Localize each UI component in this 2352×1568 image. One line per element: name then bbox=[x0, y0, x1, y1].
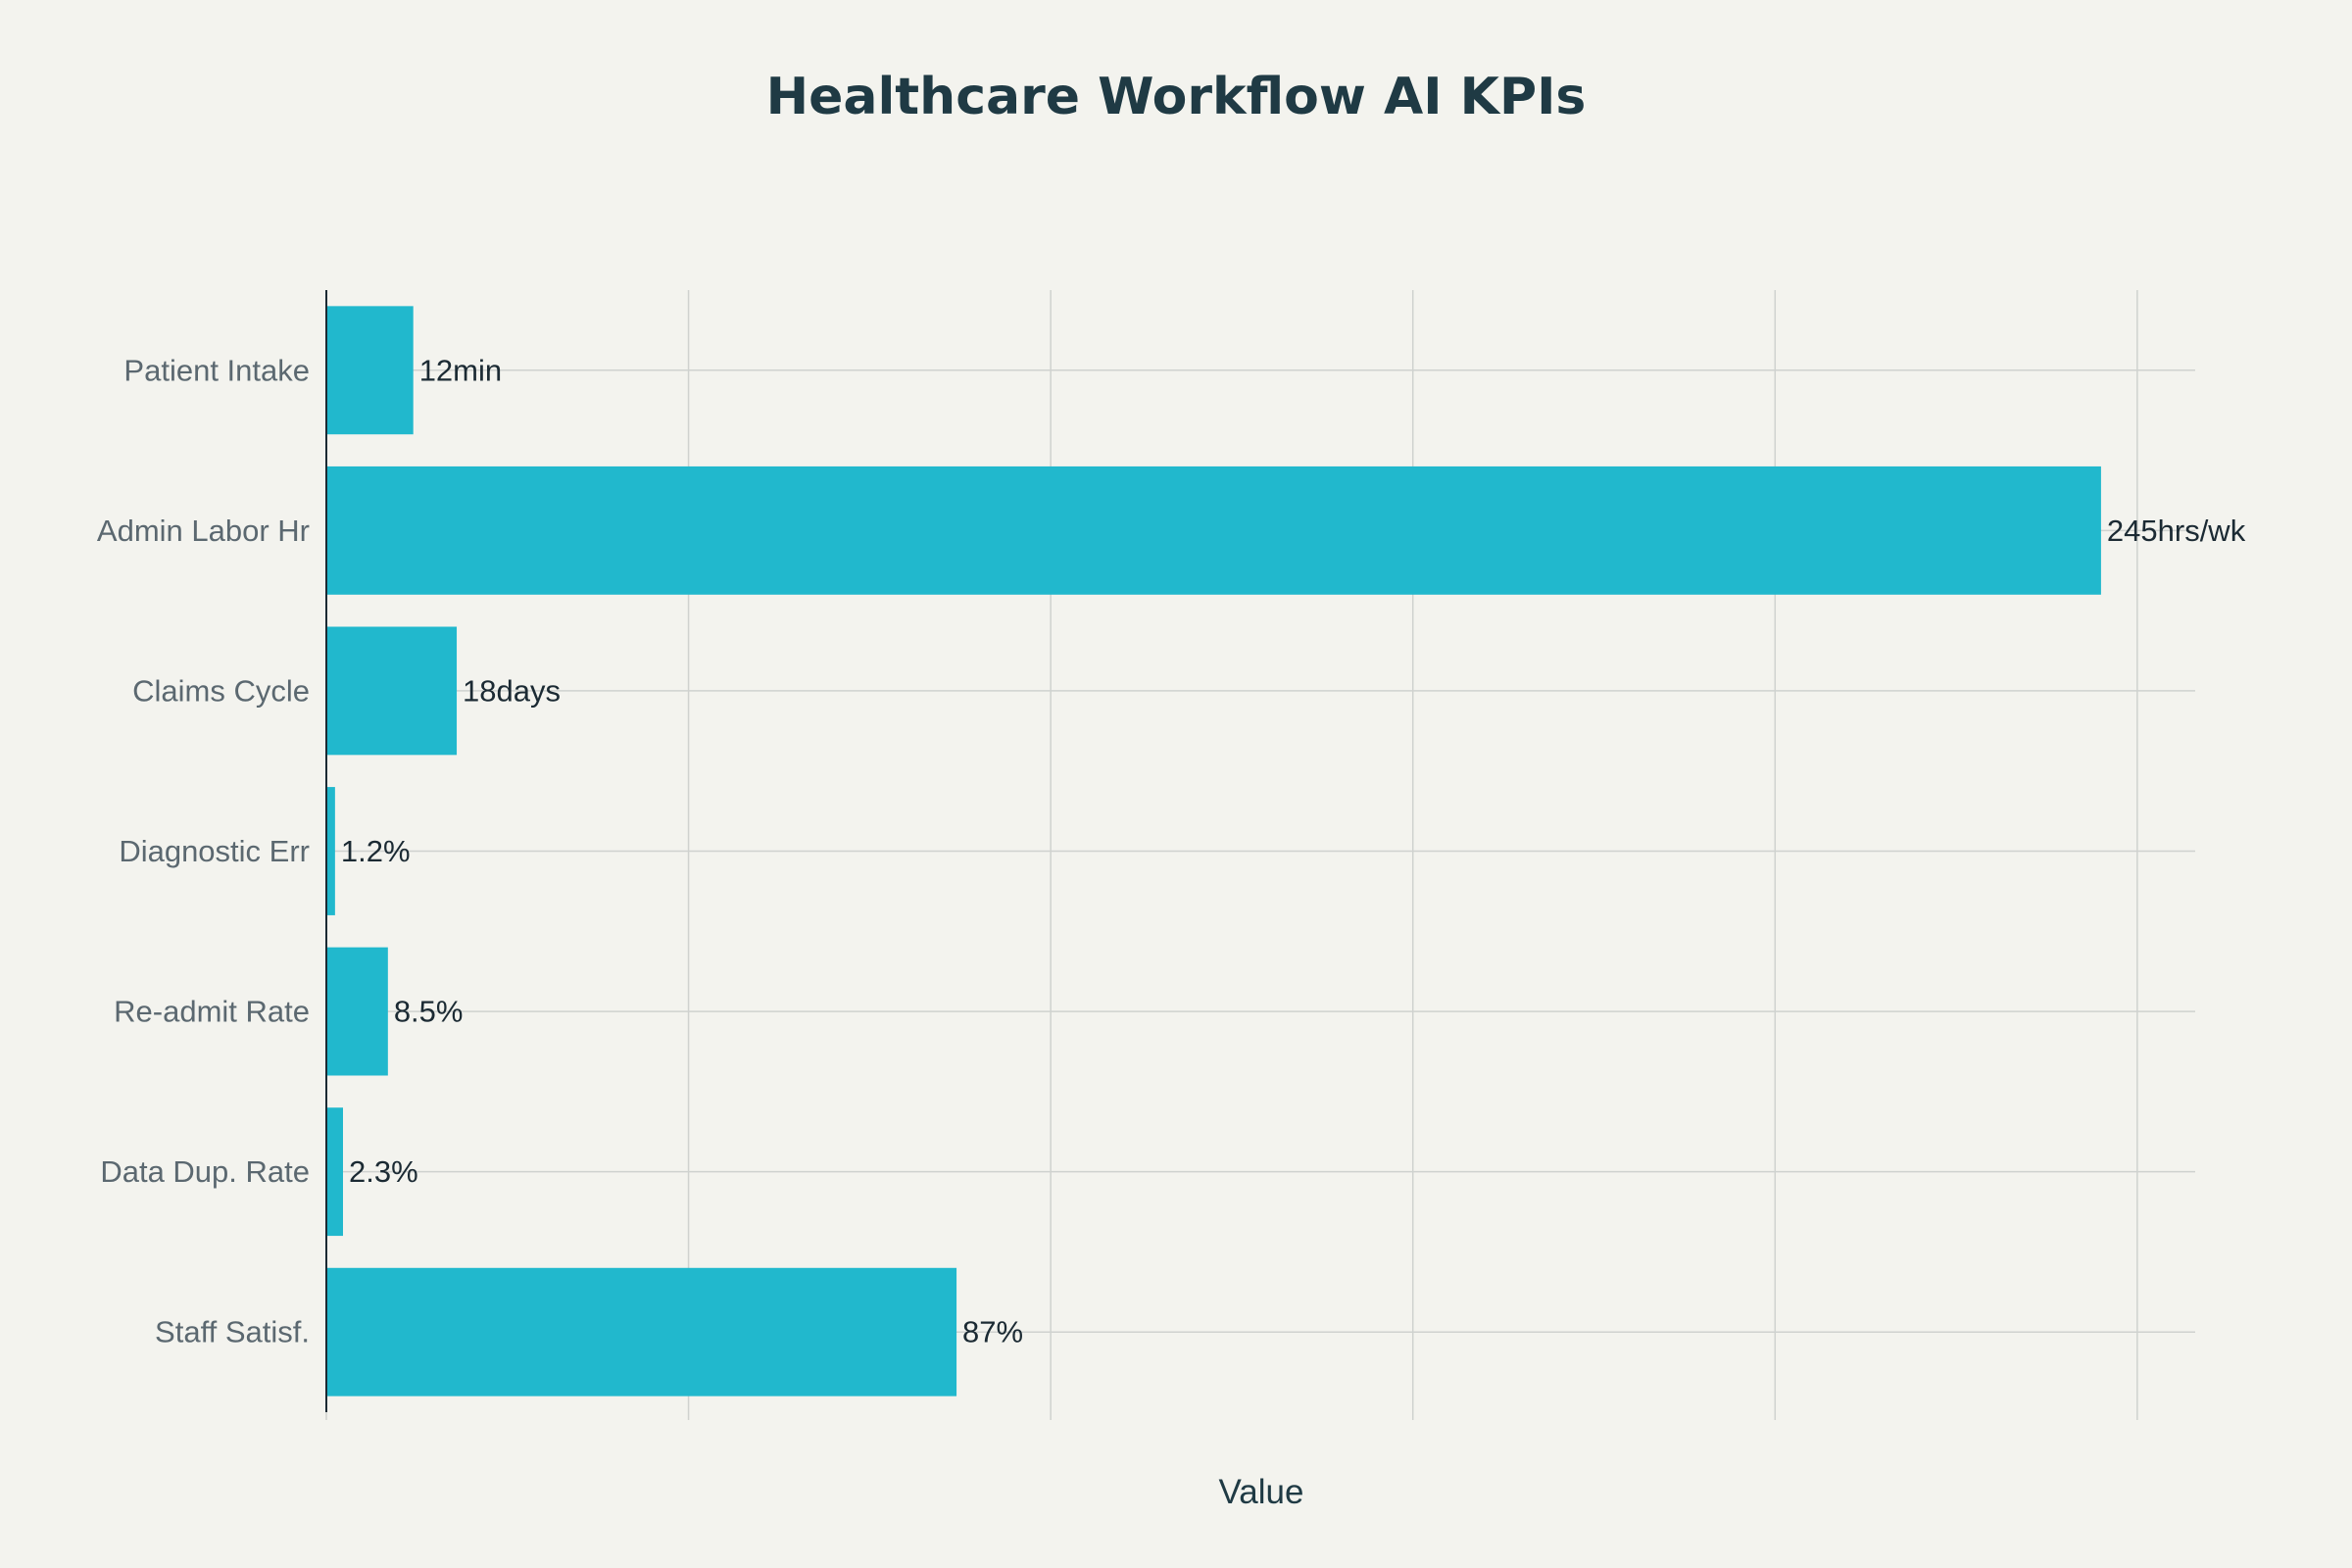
data-label: 1.2% bbox=[341, 834, 411, 868]
data-label: 2.3% bbox=[349, 1154, 418, 1189]
x-axis-title: Value bbox=[1219, 1473, 1304, 1511]
chart-title: Healthcare Workflow AI KPIs bbox=[766, 68, 1587, 126]
bar bbox=[326, 626, 458, 756]
bar bbox=[326, 466, 2101, 595]
data-label: 245hrs/wk bbox=[2107, 514, 2246, 548]
category-label: Diagnostic Err bbox=[119, 834, 310, 868]
label-layer: Patient Intake 12min Admin Labor Hr 245hrs/… bbox=[97, 353, 2246, 1348]
bar bbox=[326, 306, 414, 435]
data-label: 8.5% bbox=[394, 995, 464, 1029]
category-label: Re-admit Rate bbox=[114, 995, 310, 1029]
category-label: Admin Labor Hr bbox=[97, 514, 310, 548]
bar bbox=[326, 947, 388, 1076]
category-label: Claims Cycle bbox=[132, 673, 310, 708]
bar bbox=[326, 1267, 957, 1396]
category-label: Patient Intake bbox=[123, 353, 310, 387]
data-label: 18days bbox=[463, 673, 561, 708]
data-label: 87% bbox=[962, 1315, 1023, 1349]
data-label: 12min bbox=[419, 353, 502, 387]
category-label: Staff Satisf. bbox=[155, 1315, 310, 1349]
bar bbox=[326, 787, 335, 915]
category-label: Data Dup. Rate bbox=[100, 1154, 310, 1189]
bar-layer bbox=[326, 306, 2101, 1396]
bar bbox=[326, 1107, 344, 1237]
